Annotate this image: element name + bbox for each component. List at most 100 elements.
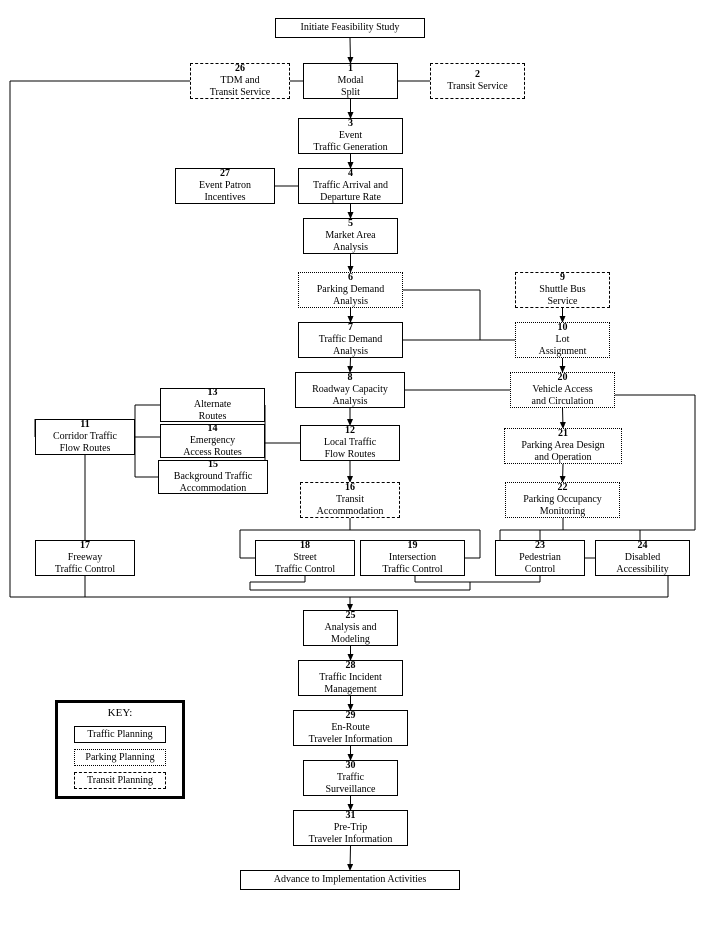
- node-label: PedestrianControl: [519, 552, 561, 576]
- node-n6: 6Parking DemandAnalysis: [298, 272, 403, 308]
- node-number: 11: [80, 419, 89, 431]
- node-number: 14: [208, 423, 218, 435]
- node-label: Traffic Arrival andDeparture Rate: [313, 180, 388, 204]
- node-number: 1: [348, 63, 353, 75]
- node-number: 28: [346, 660, 356, 672]
- node-n3: 3EventTraffic Generation: [298, 118, 403, 154]
- node-start: Initiate Feasibility Study: [275, 18, 425, 38]
- node-label: Pre-TripTraveler Information: [309, 822, 393, 846]
- node-n15: 15Background TrafficAccommodation: [158, 460, 268, 494]
- node-label: FreewayTraffic Control: [55, 552, 115, 576]
- legend-row: Traffic Planning: [74, 726, 166, 743]
- node-number: 15: [208, 459, 218, 471]
- legend-row: Transit Planning: [74, 772, 166, 789]
- node-n12: 12Local TrafficFlow Routes: [300, 425, 400, 461]
- node-number: 2: [475, 69, 480, 81]
- node-number: 5: [348, 218, 353, 230]
- node-number: 9: [560, 272, 565, 284]
- node-label: IntersectionTraffic Control: [382, 552, 442, 576]
- node-n14: 14EmergencyAccess Routes: [160, 424, 265, 458]
- node-n20: 20Vehicle Accessand Circulation: [510, 372, 615, 408]
- legend-title: KEY:: [62, 707, 178, 719]
- node-n24: 24DisabledAccessibility: [595, 540, 690, 576]
- node-number: 24: [638, 540, 648, 552]
- node-number: 12: [345, 425, 355, 437]
- node-number: 20: [558, 372, 568, 384]
- node-n22: 22Parking OccupancyMonitoring: [505, 482, 620, 518]
- node-number: 10: [558, 322, 568, 334]
- node-label: Shuttle BusService: [539, 284, 585, 308]
- node-label: EmergencyAccess Routes: [183, 435, 242, 459]
- legend-row: Parking Planning: [74, 749, 166, 766]
- node-n25: 25Analysis andModeling: [303, 610, 398, 646]
- node-number: 29: [346, 710, 356, 722]
- node-number: 25: [346, 610, 356, 622]
- node-n17: 17FreewayTraffic Control: [35, 540, 135, 576]
- node-label: En-RouteTraveler Information: [309, 722, 393, 746]
- node-n31: 31Pre-TripTraveler Information: [293, 810, 408, 846]
- node-label: Market AreaAnalysis: [325, 230, 375, 254]
- node-label: Transit Service: [447, 81, 507, 93]
- node-number: 22: [558, 482, 568, 494]
- node-label: DisabledAccessibility: [616, 552, 668, 576]
- node-n28: 28Traffic IncidentManagement: [298, 660, 403, 696]
- node-label: Traffic DemandAnalysis: [319, 334, 383, 358]
- node-number: 13: [208, 387, 218, 399]
- node-n29: 29En-RouteTraveler Information: [293, 710, 408, 746]
- node-label: AlternateRoutes: [194, 399, 231, 423]
- node-n30: 30TrafficSurveillance: [303, 760, 398, 796]
- node-label: Event PatronIncentives: [199, 180, 251, 204]
- node-number: 4: [348, 168, 353, 180]
- node-number: 26: [235, 63, 245, 75]
- node-number: 27: [220, 168, 230, 180]
- node-n7: 7Traffic DemandAnalysis: [298, 322, 403, 358]
- node-label: Traffic IncidentManagement: [319, 672, 382, 696]
- node-label: StreetTraffic Control: [275, 552, 335, 576]
- node-number: 7: [348, 322, 353, 334]
- node-n16: 16TransitAccommodation: [300, 482, 400, 518]
- node-n26: 26TDM andTransit Service: [190, 63, 290, 99]
- node-n8: 8Roadway CapacityAnalysis: [295, 372, 405, 408]
- node-n1: 1ModalSplit: [303, 63, 398, 99]
- node-number: 19: [408, 540, 418, 552]
- node-number: 17: [80, 540, 90, 552]
- node-n2: 2Transit Service: [430, 63, 525, 99]
- node-label: Roadway CapacityAnalysis: [312, 384, 388, 408]
- node-n9: 9Shuttle BusService: [515, 272, 610, 308]
- node-label: Parking OccupancyMonitoring: [523, 494, 602, 518]
- node-n19: 19IntersectionTraffic Control: [360, 540, 465, 576]
- node-n5: 5Market AreaAnalysis: [303, 218, 398, 254]
- node-n13: 13AlternateRoutes: [160, 388, 265, 422]
- node-number: 23: [535, 540, 545, 552]
- node-number: 8: [348, 372, 353, 384]
- node-label: TrafficSurveillance: [326, 772, 376, 796]
- legend-key: KEY: Traffic Planning Parking Planning Tra…: [55, 700, 185, 799]
- node-number: 3: [348, 118, 353, 130]
- node-n18: 18StreetTraffic Control: [255, 540, 355, 576]
- node-label: Background TrafficAccommodation: [174, 471, 252, 495]
- node-label: Analysis andModeling: [325, 622, 377, 646]
- node-label: Corridor TrafficFlow Routes: [53, 431, 117, 455]
- node-n23: 23PedestrianControl: [495, 540, 585, 576]
- node-label: EventTraffic Generation: [313, 130, 387, 154]
- node-n27: 27Event PatronIncentives: [175, 168, 275, 204]
- node-label: Local TrafficFlow Routes: [324, 437, 376, 461]
- node-n21: 21Parking Area Designand Operation: [504, 428, 622, 464]
- node-label: Advance to Implementation Activities: [274, 874, 426, 886]
- node-number: 31: [346, 810, 356, 822]
- node-n4: 4Traffic Arrival andDeparture Rate: [298, 168, 403, 204]
- node-label: Parking Area Designand Operation: [521, 440, 604, 464]
- node-label: LotAssignment: [539, 334, 587, 358]
- node-number: 18: [300, 540, 310, 552]
- node-label: ModalSplit: [337, 75, 363, 99]
- node-number: 16: [345, 482, 355, 494]
- node-end: Advance to Implementation Activities: [240, 870, 460, 890]
- node-n11: 11Corridor TrafficFlow Routes: [35, 419, 135, 455]
- node-number: 21: [558, 428, 568, 440]
- node-n10: 10LotAssignment: [515, 322, 610, 358]
- node-label: TransitAccommodation: [317, 494, 384, 518]
- node-label: Parking DemandAnalysis: [317, 284, 385, 308]
- node-label: Vehicle Accessand Circulation: [532, 384, 594, 408]
- node-number: 6: [348, 272, 353, 284]
- node-label: Initiate Feasibility Study: [301, 22, 400, 34]
